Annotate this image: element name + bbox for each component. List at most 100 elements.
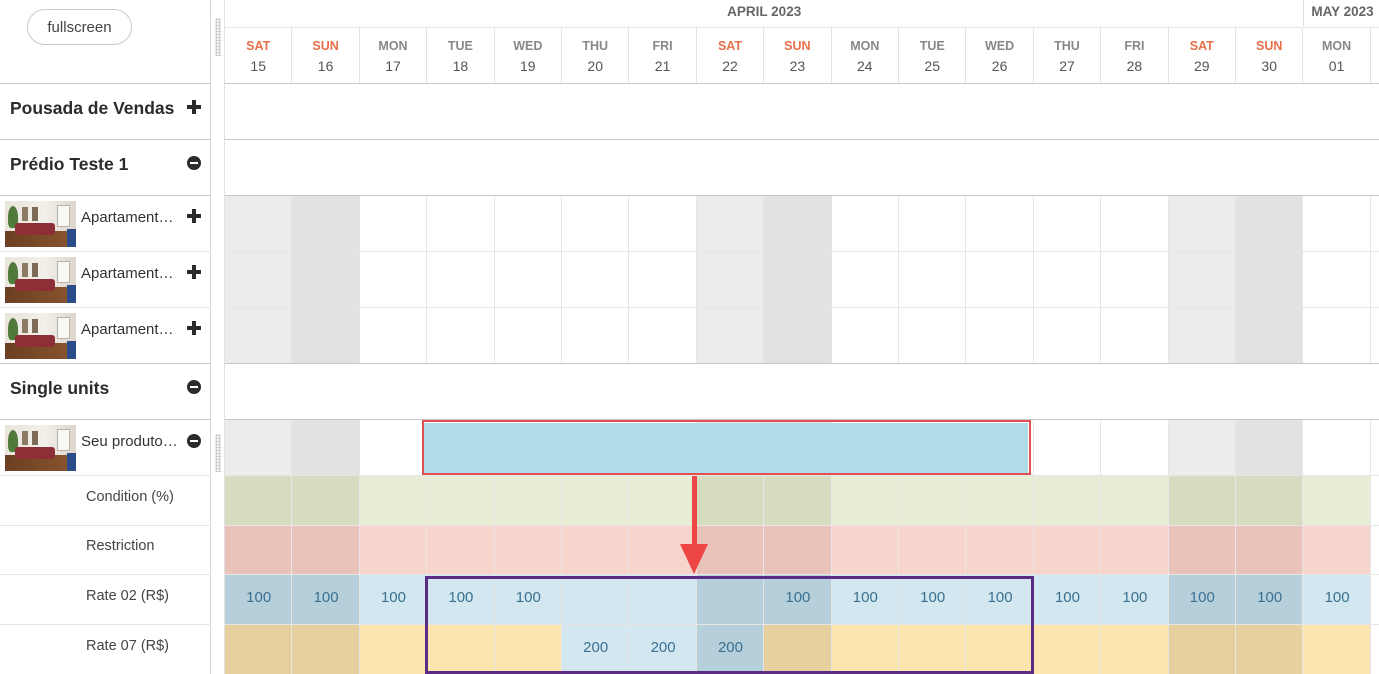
- calendar-cell[interactable]: [562, 252, 630, 307]
- calendar-cell[interactable]: [966, 308, 1034, 363]
- calendar-cell[interactable]: [225, 420, 293, 475]
- calendar-cell[interactable]: [764, 308, 832, 363]
- calendar-cell[interactable]: [494, 476, 562, 525]
- calendar-cell[interactable]: [427, 526, 495, 574]
- calendar-cell[interactable]: [427, 308, 495, 363]
- calendar-cell[interactable]: 100: [1236, 575, 1304, 624]
- panel-splitter[interactable]: [211, 0, 225, 674]
- calendar-cell[interactable]: [629, 575, 697, 624]
- calendar-cell[interactable]: [764, 196, 832, 251]
- calendar-cell[interactable]: [1101, 252, 1169, 307]
- calendar-cell[interactable]: [292, 252, 360, 307]
- calendar-cell[interactable]: [359, 420, 428, 475]
- calendar-cell[interactable]: 200: [562, 625, 630, 674]
- minus-icon[interactable]: [187, 156, 201, 170]
- calendar-cell[interactable]: [1033, 196, 1102, 251]
- calendar-cell[interactable]: [629, 476, 697, 525]
- calendar-cell[interactable]: 100: [899, 575, 967, 624]
- calendar-cell[interactable]: [966, 252, 1034, 307]
- calendar-cell[interactable]: [359, 625, 428, 674]
- calendar-cell[interactable]: [696, 252, 765, 307]
- calendar-cell[interactable]: [494, 526, 562, 574]
- calendar-cell[interactable]: [292, 625, 360, 674]
- calendar-cell[interactable]: [1236, 420, 1304, 475]
- calendar-cell[interactable]: [899, 252, 967, 307]
- calendar-cell[interactable]: [494, 252, 562, 307]
- calendar-cell[interactable]: 100: [764, 575, 832, 624]
- calendar-cell[interactable]: [1033, 308, 1102, 363]
- calendar-cell[interactable]: [831, 196, 899, 251]
- calendar-cell[interactable]: [899, 308, 967, 363]
- calendar-cell[interactable]: [696, 526, 765, 574]
- fullscreen-button[interactable]: fullscreen: [27, 9, 132, 45]
- calendar-cell[interactable]: [562, 526, 630, 574]
- calendar-cell[interactable]: 100: [359, 575, 428, 624]
- apartment-row[interactable]: Apartamento 2: [0, 251, 211, 307]
- calendar-cell[interactable]: [562, 476, 630, 525]
- calendar-cell[interactable]: 200: [696, 625, 765, 674]
- calendar-cell[interactable]: [1101, 308, 1169, 363]
- calendar-cell[interactable]: [696, 476, 765, 525]
- calendar-cell[interactable]: [764, 252, 832, 307]
- calendar-cell[interactable]: [1303, 526, 1371, 574]
- calendar-cell[interactable]: [899, 526, 967, 574]
- calendar-cell[interactable]: [764, 526, 832, 574]
- calendar-cell[interactable]: [1236, 476, 1304, 525]
- calendar-cell[interactable]: [764, 625, 832, 674]
- drag-handle-icon[interactable]: [215, 434, 221, 472]
- calendar-cell[interactable]: [427, 196, 495, 251]
- calendar-cell[interactable]: [225, 252, 293, 307]
- calendar-cell[interactable]: [225, 625, 293, 674]
- calendar-cell[interactable]: [292, 476, 360, 525]
- group-row-pousada[interactable]: Pousada de Vendas: [0, 83, 211, 139]
- calendar-cell[interactable]: [1236, 252, 1304, 307]
- calendar-cell[interactable]: [629, 308, 697, 363]
- calendar-cell[interactable]: [1168, 420, 1236, 475]
- calendar-cell[interactable]: 100: [831, 575, 899, 624]
- calendar-cell[interactable]: [562, 308, 630, 363]
- calendar-cell[interactable]: [359, 476, 428, 525]
- calendar-cell[interactable]: [225, 308, 293, 363]
- calendar-cell[interactable]: [629, 252, 697, 307]
- calendar-cell[interactable]: [966, 476, 1034, 525]
- calendar-cell[interactable]: [1168, 625, 1236, 674]
- calendar-cell[interactable]: 100: [427, 575, 495, 624]
- calendar-cell[interactable]: [359, 196, 428, 251]
- calendar-cell[interactable]: [831, 252, 899, 307]
- calendar-cell[interactable]: [1033, 476, 1102, 525]
- calendar-cell[interactable]: [1101, 196, 1169, 251]
- calendar-cell[interactable]: [1236, 625, 1304, 674]
- calendar-cell[interactable]: 100: [225, 575, 293, 624]
- calendar-cell[interactable]: [1303, 308, 1371, 363]
- booking-bar[interactable]: [424, 423, 1028, 473]
- calendar-cell[interactable]: [966, 526, 1034, 574]
- calendar-cell[interactable]: [831, 308, 899, 363]
- calendar-cell[interactable]: 100: [292, 575, 360, 624]
- calendar-cell[interactable]: [1101, 476, 1169, 525]
- calendar-cell[interactable]: [427, 625, 495, 674]
- calendar-cell[interactable]: [966, 625, 1034, 674]
- calendar-cell[interactable]: [1236, 196, 1304, 251]
- calendar-cell[interactable]: [494, 196, 562, 251]
- plus-icon[interactable]: [187, 209, 201, 223]
- drag-handle-icon[interactable]: [215, 18, 221, 56]
- calendar-cell[interactable]: [831, 625, 899, 674]
- calendar-cell[interactable]: [225, 526, 293, 574]
- calendar-cell[interactable]: [1101, 526, 1169, 574]
- plus-icon[interactable]: [187, 321, 201, 335]
- calendar-cell[interactable]: 100: [1033, 575, 1102, 624]
- calendar-cell[interactable]: [899, 476, 967, 525]
- calendar-cell[interactable]: [1168, 476, 1236, 525]
- calendar-cell[interactable]: [1168, 526, 1236, 574]
- calendar-cell[interactable]: [899, 625, 967, 674]
- plus-icon[interactable]: [187, 265, 201, 279]
- group-row-predio[interactable]: Prédio Teste 1: [0, 139, 211, 195]
- calendar-cell[interactable]: [1236, 526, 1304, 574]
- calendar-cell[interactable]: 100: [1168, 575, 1236, 624]
- calendar-cell[interactable]: [494, 308, 562, 363]
- calendar-cell[interactable]: [225, 476, 293, 525]
- calendar-cell[interactable]: [696, 575, 765, 624]
- minus-icon[interactable]: [187, 380, 201, 394]
- calendar-cell[interactable]: [359, 308, 428, 363]
- calendar-cell[interactable]: 100: [494, 575, 562, 624]
